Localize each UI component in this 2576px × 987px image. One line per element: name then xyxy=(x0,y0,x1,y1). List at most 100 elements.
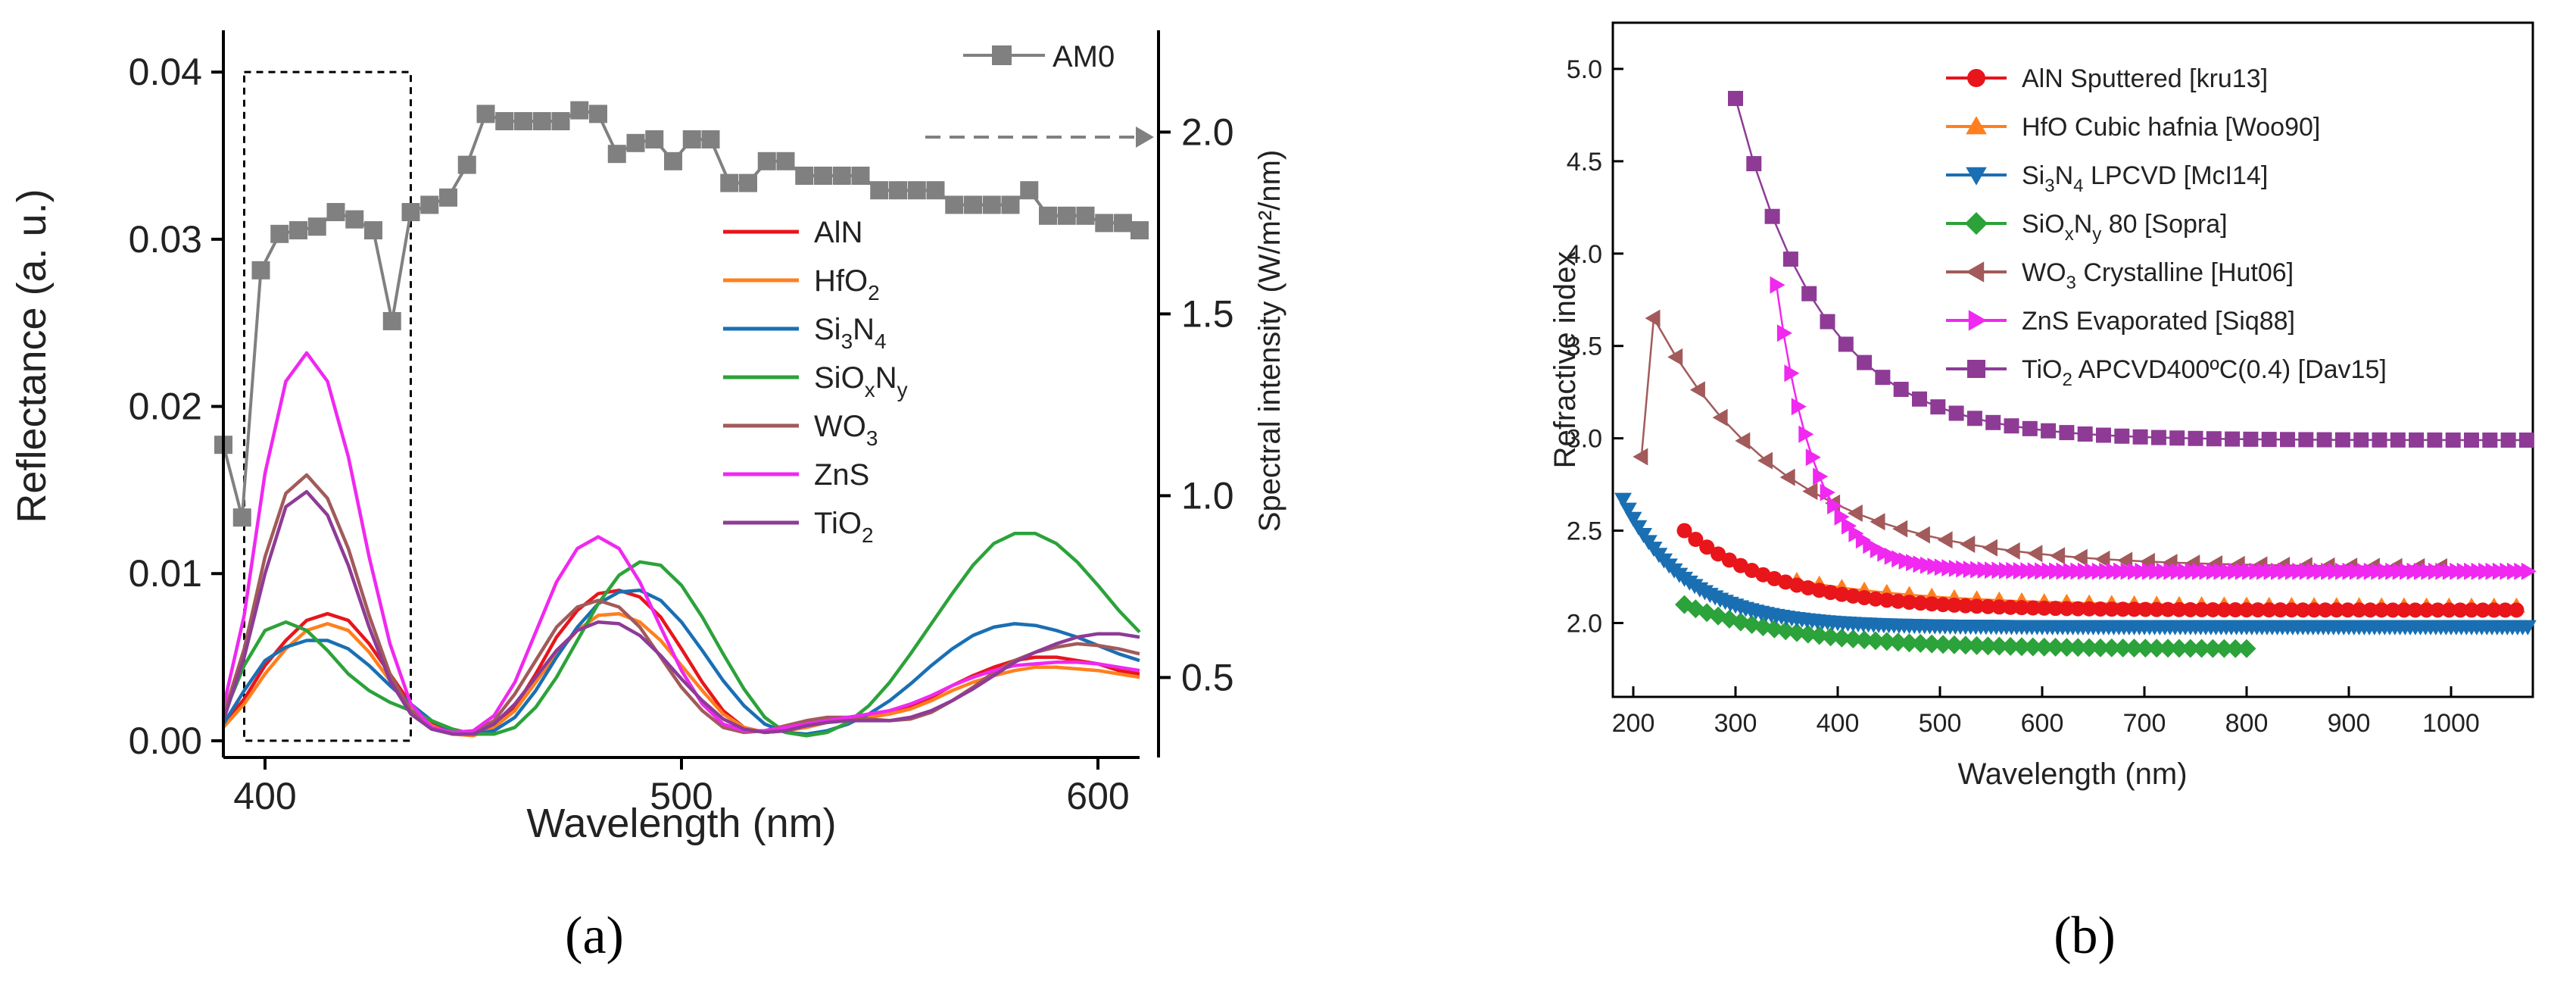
data-point xyxy=(1989,636,2009,656)
data-point xyxy=(1892,520,1908,538)
data-point xyxy=(2188,430,2203,446)
y2-tick-label: 1.5 xyxy=(1181,292,1234,335)
am0-point xyxy=(439,188,457,207)
data-point xyxy=(1757,451,1773,470)
data-point xyxy=(2160,601,2176,617)
data-point xyxy=(2521,562,2537,580)
data-point xyxy=(1614,492,1632,508)
data-point xyxy=(2316,432,2332,448)
am0-point xyxy=(776,151,795,170)
data-point xyxy=(2205,601,2221,617)
data-point xyxy=(2135,639,2155,658)
data-point xyxy=(2050,547,2066,565)
data-point xyxy=(1823,585,1838,601)
data-point xyxy=(2035,637,2054,657)
ticks: 200 300 400 500 600 700 800 900 1000 2.0 2.5 3.0 3.5… xyxy=(1567,55,2480,738)
data-point xyxy=(2500,433,2516,448)
am0-point xyxy=(607,145,626,164)
data-point xyxy=(2182,601,2198,617)
x-tick-label: 400 xyxy=(1817,709,1860,738)
data-point xyxy=(1948,405,1964,421)
am0-point xyxy=(251,261,270,280)
x-tick-label: 400 xyxy=(233,775,296,817)
data-point xyxy=(2014,600,2029,616)
data-point xyxy=(1893,381,1909,397)
data-point xyxy=(1629,520,1648,536)
series-zns xyxy=(1770,276,2537,580)
data-point xyxy=(2509,602,2525,618)
data-point xyxy=(2353,432,2369,448)
data-point xyxy=(1870,513,1885,531)
am0-point xyxy=(926,181,945,200)
am0-point xyxy=(757,151,776,170)
data-point xyxy=(2228,602,2244,618)
data-point xyxy=(2149,601,2165,617)
am0-point xyxy=(326,203,345,221)
data-point xyxy=(2385,602,2401,618)
data-point xyxy=(1645,309,1661,327)
data-point xyxy=(2036,600,2052,616)
data-point xyxy=(1913,595,1929,611)
data-point xyxy=(1843,629,1863,648)
data-point xyxy=(1991,599,2007,615)
data-point xyxy=(2203,639,2222,658)
data-point xyxy=(2280,432,2295,448)
data-point xyxy=(1857,589,1873,605)
y2-axis-title: Spectral intensity (W/m²/nm) xyxy=(1253,150,1286,533)
x-axis-title: Wavelength (nm) xyxy=(526,801,836,846)
data-point xyxy=(2113,638,2133,657)
am0-point xyxy=(1114,214,1132,233)
x-tick-label: 600 xyxy=(1066,775,1129,817)
data-point xyxy=(2082,601,2097,617)
legend-label-hfo2: HfO Cubic hafnia [Woo90] xyxy=(2022,113,2320,142)
y-tick-label: 0.00 xyxy=(129,720,202,762)
data-point xyxy=(2023,637,2043,657)
data-point xyxy=(2409,432,2425,448)
data-point xyxy=(2022,420,2038,436)
data-point xyxy=(2272,602,2288,618)
reflectance-series xyxy=(221,351,1141,738)
data-point xyxy=(2091,638,2110,657)
data-point xyxy=(2372,432,2387,448)
x-tick-label: 900 xyxy=(2328,709,2371,738)
data-point xyxy=(2150,429,2166,445)
am0-point xyxy=(1001,195,1020,214)
x-tick-label: 300 xyxy=(1714,709,1757,738)
data-point xyxy=(1956,636,1976,655)
x-axis-title: Wavelength (nm) xyxy=(1957,757,2187,791)
data-point xyxy=(2079,638,2099,657)
legend-label-aln: AlN Sputtered [kru13] xyxy=(2022,64,2268,93)
data-point xyxy=(1980,598,1996,614)
data-point xyxy=(1924,596,1940,612)
am0-point xyxy=(307,217,326,236)
am0-point xyxy=(401,203,420,221)
am0-axis-arrow xyxy=(925,126,1154,148)
am0-point xyxy=(382,312,401,330)
am0-line xyxy=(222,108,1140,518)
series-line-zns xyxy=(221,351,1140,735)
data-point xyxy=(2334,432,2350,448)
am0-point xyxy=(1020,181,1039,200)
legend-label-sioxny: SiOxNy xyxy=(814,361,908,401)
data-point xyxy=(1782,251,1798,267)
data-point xyxy=(1728,90,1743,106)
data-point xyxy=(1922,634,1941,654)
data-point xyxy=(2362,602,2378,618)
legend: AlN Sputtered [kru13] HfO Cubic hafnia [W… xyxy=(1946,64,2387,390)
am0-point xyxy=(345,210,364,229)
legend-label-wo3: WO3 xyxy=(814,410,878,450)
data-point xyxy=(1890,593,1906,609)
am0-point xyxy=(682,130,701,148)
data-point xyxy=(1711,546,1726,562)
data-point xyxy=(2114,428,2130,444)
data-point xyxy=(1676,523,1692,539)
am0-point xyxy=(289,221,307,239)
data-point xyxy=(1813,467,1829,486)
data-point xyxy=(2214,639,2234,658)
y-tick-label: 2.5 xyxy=(1567,517,1602,546)
am0-point xyxy=(889,181,907,200)
data-point xyxy=(1937,531,1953,549)
am0-point xyxy=(420,195,439,214)
data-point xyxy=(1935,597,1951,613)
am0-legend-marker xyxy=(992,45,1012,65)
